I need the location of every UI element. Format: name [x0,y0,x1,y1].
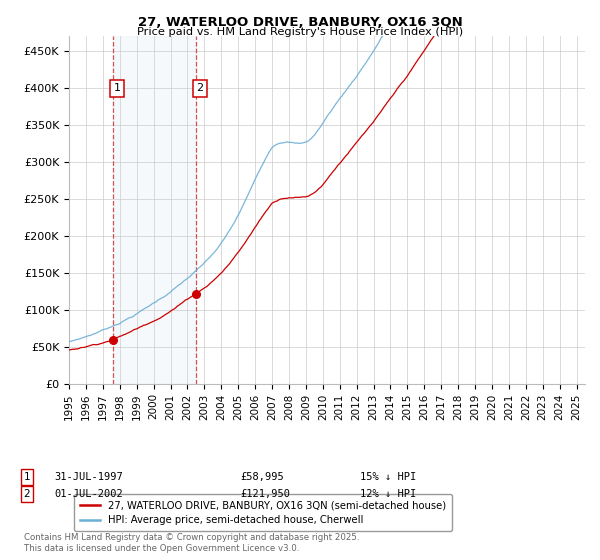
Text: 12% ↓ HPI: 12% ↓ HPI [360,489,416,499]
Text: 1: 1 [113,83,121,93]
Text: 01-JUL-2002: 01-JUL-2002 [54,489,123,499]
Text: 1: 1 [23,472,31,482]
Text: 31-JUL-1997: 31-JUL-1997 [54,472,123,482]
Text: 2: 2 [23,489,31,499]
Text: £58,995: £58,995 [240,472,284,482]
Text: 27, WATERLOO DRIVE, BANBURY, OX16 3QN: 27, WATERLOO DRIVE, BANBURY, OX16 3QN [137,16,463,29]
Text: Contains HM Land Registry data © Crown copyright and database right 2025.
This d: Contains HM Land Registry data © Crown c… [24,533,359,553]
Bar [113,36,196,384]
Text: £121,950: £121,950 [240,489,290,499]
Text: 15% ↓ HPI: 15% ↓ HPI [360,472,416,482]
Text: 2: 2 [197,83,203,93]
Text: Price paid vs. HM Land Registry's House Price Index (HPI): Price paid vs. HM Land Registry's House … [137,27,463,37]
Legend: 27, WATERLOO DRIVE, BANBURY, OX16 3QN (semi-detached house), HPI: Average price,: 27, WATERLOO DRIVE, BANBURY, OX16 3QN (s… [74,494,452,531]
